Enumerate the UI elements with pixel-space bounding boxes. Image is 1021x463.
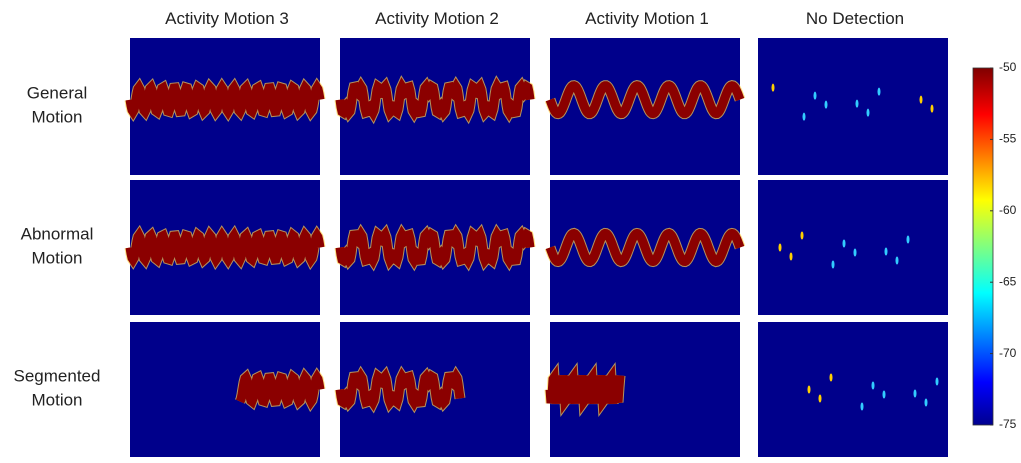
blip bbox=[867, 109, 870, 117]
spectrogram-panel bbox=[758, 38, 948, 175]
colorbar-tick-label: -55 bbox=[999, 132, 1017, 146]
blip bbox=[883, 391, 886, 399]
blip bbox=[861, 403, 864, 411]
panel-grid bbox=[130, 38, 948, 457]
blip bbox=[803, 113, 806, 121]
blip bbox=[772, 84, 775, 92]
blip bbox=[790, 253, 793, 261]
colorbar bbox=[973, 68, 993, 425]
colorbar-tick-label: -65 bbox=[999, 274, 1017, 288]
blip bbox=[832, 261, 835, 269]
colorbar-tick-label: -70 bbox=[999, 346, 1017, 360]
blip bbox=[825, 101, 828, 109]
row-label: Motion bbox=[31, 249, 82, 268]
signal bbox=[130, 236, 320, 260]
column-header: Activity Motion 2 bbox=[375, 9, 499, 28]
signal bbox=[240, 378, 320, 402]
blip bbox=[801, 232, 804, 240]
signal bbox=[130, 88, 320, 112]
blip bbox=[819, 395, 822, 403]
row-label: Motion bbox=[31, 108, 82, 127]
blip bbox=[920, 96, 923, 104]
colorbar-tick-label: -75 bbox=[999, 417, 1017, 431]
figure: Activity Motion 3 Activity Motion 2 Activi… bbox=[0, 0, 1021, 458]
blip bbox=[856, 100, 859, 108]
blip bbox=[907, 236, 910, 244]
blip bbox=[896, 257, 899, 265]
blip bbox=[872, 382, 875, 390]
row-label: Abnormal bbox=[21, 225, 94, 244]
blip bbox=[878, 88, 881, 96]
colorbar-tick-label: -60 bbox=[999, 203, 1017, 217]
column-header: Activity Motion 1 bbox=[585, 9, 709, 28]
blip bbox=[854, 249, 857, 257]
blip bbox=[843, 240, 846, 248]
column-header: Activity Motion 3 bbox=[165, 9, 289, 28]
row-label: Motion bbox=[31, 391, 82, 410]
signal bbox=[550, 376, 620, 404]
blip bbox=[931, 105, 934, 113]
row-label: General bbox=[27, 84, 87, 103]
blip bbox=[936, 378, 939, 386]
spectrogram-panel bbox=[758, 322, 948, 457]
row-label: Segmented bbox=[14, 367, 101, 386]
blip bbox=[779, 244, 782, 252]
spectrogram-panel bbox=[758, 180, 948, 315]
blip bbox=[808, 386, 811, 394]
blip bbox=[914, 390, 917, 398]
column-header: No Detection bbox=[806, 9, 904, 28]
colorbar-tick-label: -50 bbox=[999, 60, 1017, 74]
page: {"columns": ["Activity Motion 3", "Activ… bbox=[0, 0, 1021, 463]
blip bbox=[925, 399, 928, 407]
blip bbox=[814, 92, 817, 100]
blip bbox=[885, 248, 888, 256]
blip bbox=[830, 374, 833, 382]
